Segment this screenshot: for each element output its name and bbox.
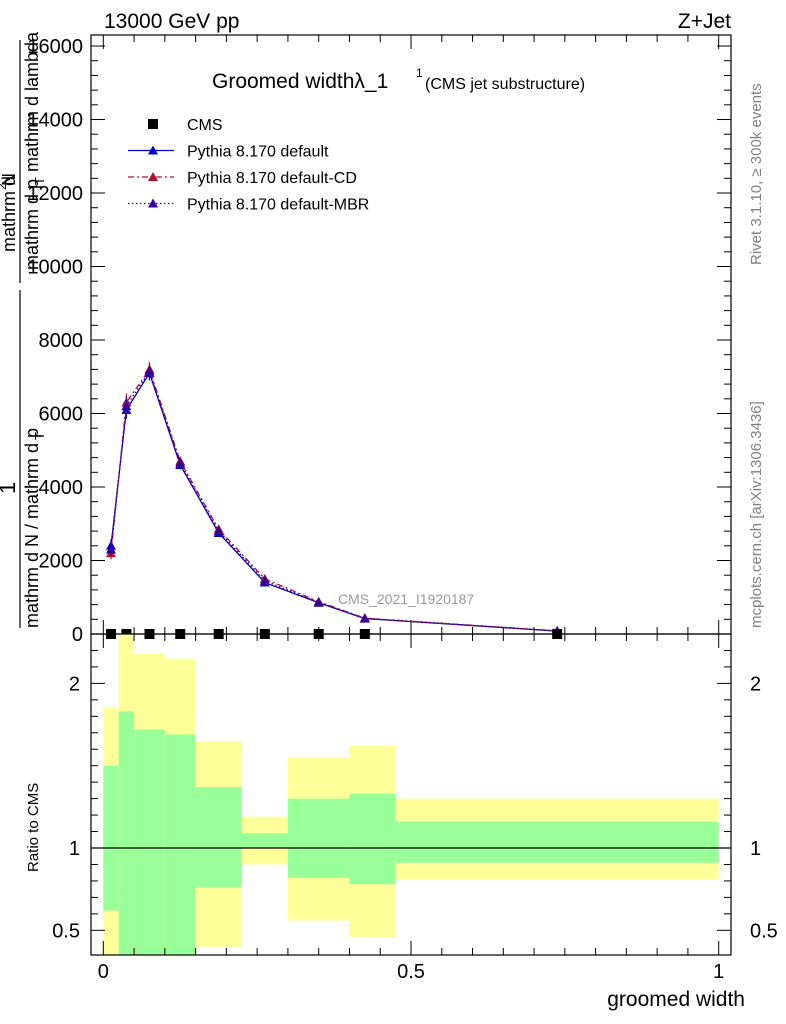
y-title-right-subscript: T bbox=[32, 177, 47, 185]
ratio-y-axis-title: Ratio to CMS bbox=[25, 783, 42, 872]
ratio-band-inner bbox=[118, 711, 135, 955]
legend-label: Pythia 8.170 default-CD bbox=[187, 170, 357, 187]
main-y-tick-label: 6000 bbox=[39, 404, 84, 426]
main-y-tick-label: 8000 bbox=[39, 330, 84, 352]
x-axis-title: groomed width bbox=[607, 988, 745, 1011]
ratio-band-inner bbox=[164, 734, 196, 955]
chart-subtitle: (CMS jet substructure) bbox=[425, 76, 585, 93]
ratio-band-inner bbox=[287, 798, 350, 878]
legend-marker bbox=[148, 172, 158, 181]
series-line bbox=[110, 369, 558, 632]
legend-marker bbox=[148, 119, 158, 129]
series-marker bbox=[213, 526, 224, 536]
main-series-group bbox=[106, 362, 563, 636]
ratio-y-tick-label: 0.5 bbox=[52, 920, 80, 942]
series-marker bbox=[313, 597, 324, 607]
y-title-left-numerator: 1 bbox=[0, 482, 20, 494]
legend-marker bbox=[148, 145, 158, 155]
ratio-band-inner bbox=[241, 833, 288, 848]
main-y-tick-label: 12000 bbox=[27, 183, 83, 205]
ratio-y-tick-label-right: 2 bbox=[750, 673, 761, 695]
ratio-y-ticks: 0.5 0.5 1 1 2 2 bbox=[52, 649, 778, 942]
main-y-tick-label: 4000 bbox=[39, 477, 84, 499]
energy-label: 13000 GeV pp bbox=[104, 10, 239, 33]
y-title-left-denominator: mathrm d N / mathrm d p bbox=[22, 428, 42, 628]
main-y-tick-label: 14000 bbox=[27, 110, 83, 132]
ratio-x-ticks: 0 0.5 1 bbox=[98, 634, 724, 983]
ratio-band-inner bbox=[134, 729, 165, 955]
chart-title: Groomed widthλ_1 bbox=[212, 70, 388, 93]
main-y-axis-title: 1 mathrm d N / mathrm d p T mathrm d N 2… bbox=[0, 31, 47, 628]
analysis-label: CMS_2021_I1920187 bbox=[338, 591, 474, 607]
y-title-right-denominator: mathrm d p bbox=[22, 179, 42, 270]
series-marker bbox=[175, 458, 186, 468]
main-y-tick-label: 10000 bbox=[27, 257, 83, 279]
rivet-label: Rivet 3.1.10, ≥ 300k events bbox=[748, 83, 765, 265]
legend-marker bbox=[148, 198, 158, 208]
series-marker bbox=[106, 544, 116, 554]
legend-label: Pythia 8.170 default-MBR bbox=[187, 197, 369, 214]
y-title-left-subscript: T bbox=[32, 432, 47, 440]
main-y-tick-label: 16000 bbox=[27, 36, 83, 58]
y-title-right-numerator-sup: 2 bbox=[0, 183, 9, 190]
ratio-y-tick-label: 2 bbox=[69, 673, 80, 695]
series-marker bbox=[259, 575, 270, 585]
ratio-plot-panel: 0.5 0.51 12 2 0 0.5 1 Ratio to CMS groomed wi… bbox=[25, 633, 778, 1011]
main-y-tick-label: 0 bbox=[72, 624, 83, 646]
series-marker bbox=[121, 401, 132, 411]
ratio-y-tick-label: 1 bbox=[69, 838, 80, 860]
chart-title-superscript: 1 bbox=[416, 66, 423, 80]
legend: CMS Pythia 8.170 default Pythia 8.170 defa… bbox=[128, 117, 369, 214]
ratio-band-inner bbox=[103, 765, 119, 911]
y-title-right-denominator-tail: mathrm d lambda bbox=[22, 31, 42, 172]
y-title-right-numerator: mathrm d bbox=[0, 176, 19, 252]
series-line bbox=[110, 367, 558, 632]
ratio-x-tick-label: 0.5 bbox=[397, 961, 425, 983]
ratio-y-tick-label-right: 1 bbox=[750, 838, 761, 860]
mcplots-label: mcplots.cern.ch [arXiv:1306.3436] bbox=[748, 401, 765, 628]
process-label: Z+Jet bbox=[678, 10, 731, 33]
ratio-x-tick-label: 0 bbox=[98, 961, 109, 983]
ratio-band-inner bbox=[395, 821, 719, 863]
main-plot-panel: 0 2000 4000 6000 8000 10000 12000 14000 16000 CM… bbox=[27, 34, 732, 646]
main-y-tick-label: 2000 bbox=[39, 551, 84, 573]
series-marker bbox=[359, 613, 370, 623]
ratio-band-inner bbox=[349, 793, 396, 885]
main-y-ticks: 0 2000 4000 6000 8000 10000 12000 14000 16000 bbox=[27, 36, 731, 646]
legend-label: Pythia 8.170 default bbox=[187, 144, 329, 161]
legend-label: CMS bbox=[187, 117, 223, 134]
ratio-bands-group bbox=[103, 634, 719, 955]
series-marker bbox=[144, 366, 155, 376]
chart-title-group: Groomed widthλ_1 1 (CMS jet substructure… bbox=[212, 66, 585, 93]
ratio-x-tick-label: 1 bbox=[713, 961, 724, 983]
ratio-y-tick-label-right: 0.5 bbox=[750, 920, 778, 942]
ratio-band-inner bbox=[195, 787, 242, 888]
y-title-right-numerator-tail: N bbox=[0, 173, 19, 186]
series-line bbox=[110, 371, 558, 632]
